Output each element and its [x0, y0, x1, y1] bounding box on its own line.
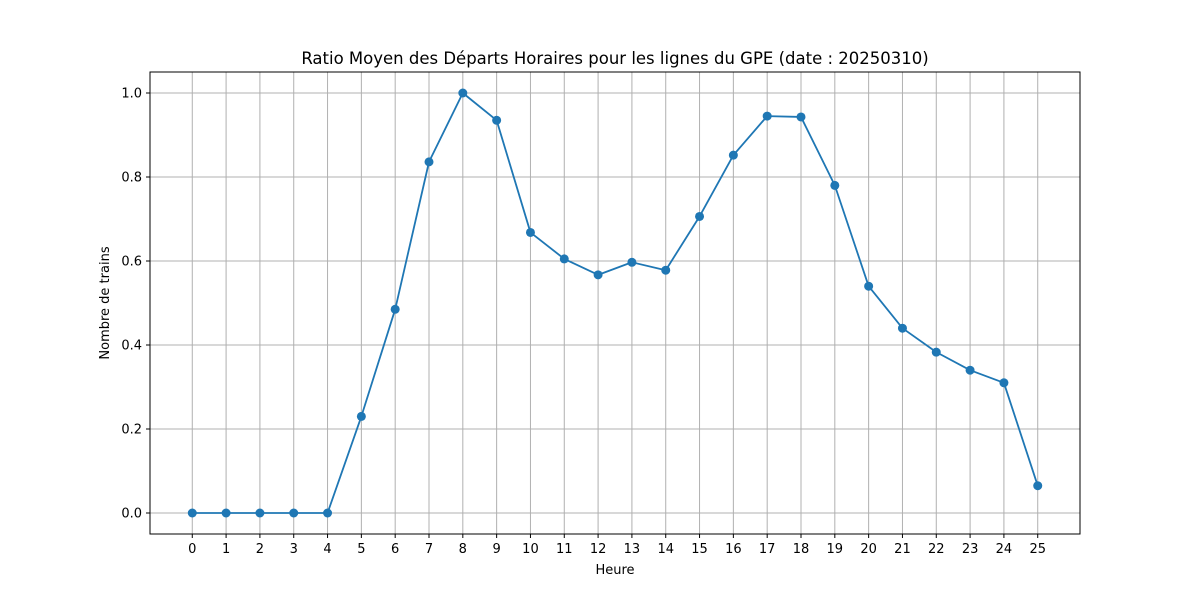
data-point [931, 347, 941, 357]
x-tick-label: 17 [759, 542, 776, 557]
x-tick-label: 7 [425, 542, 433, 557]
data-point [897, 323, 907, 333]
data-point [661, 265, 671, 275]
data-point [390, 304, 400, 314]
data-point [1033, 481, 1043, 491]
data-point [796, 112, 806, 122]
y-tick-label: 0.8 [121, 171, 142, 186]
data-point [255, 508, 265, 518]
x-tick-label: 1 [222, 542, 230, 557]
x-tick-label: 4 [323, 542, 331, 557]
x-tick-label: 16 [725, 542, 742, 557]
data-point [695, 211, 705, 221]
x-tick-label: 0 [188, 542, 196, 557]
data-point [864, 281, 874, 291]
y-tick-label: 0.0 [121, 507, 142, 522]
series-line [192, 92, 1039, 514]
x-tick-label: 11 [556, 542, 573, 557]
data-point [221, 508, 231, 518]
x-tick-label: 14 [657, 542, 674, 557]
data-point [965, 365, 975, 375]
x-tick-label: 12 [590, 542, 607, 557]
x-tick-label: 2 [256, 542, 264, 557]
x-axis-ticks: 0 1 2 3 4 5 6 7 8 9 10 11 12 13 14 15 16 17 18 19 20 21 22 23 24… [188, 534, 1046, 557]
data-point [458, 88, 468, 98]
y-axis-ticks: 0.0 0.2 0.4 0.6 0.8 1.0 [121, 87, 150, 522]
y-tick-label: 0.6 [121, 255, 142, 270]
data-point [492, 115, 502, 125]
data-point [424, 157, 434, 167]
x-tick-label: 19 [827, 542, 844, 557]
y-tick-label: 0.2 [121, 423, 142, 438]
data-point [762, 111, 772, 121]
y-tick-label: 0.4 [121, 339, 142, 354]
plot-frame [149, 71, 1081, 535]
x-tick-label: 8 [459, 542, 467, 557]
data-point [323, 508, 333, 518]
x-tick-label: 15 [691, 542, 708, 557]
data-point [627, 257, 637, 267]
x-tick-label: 20 [860, 542, 877, 557]
data-point [525, 227, 535, 237]
x-tick-label: 5 [357, 542, 365, 557]
x-tick-label: 18 [793, 542, 810, 557]
x-tick-label: 21 [894, 542, 911, 557]
chart-title: Ratio Moyen des Départs Horaires pour le… [301, 49, 928, 68]
x-tick-label: 10 [522, 542, 539, 557]
data-point [593, 270, 603, 280]
x-tick-label: 24 [996, 542, 1013, 557]
data-point [999, 378, 1009, 388]
data-point [356, 411, 366, 421]
series-group [187, 88, 1043, 518]
data-point [187, 508, 197, 518]
y-axis-label: Nombre de trains [98, 246, 113, 359]
x-tick-label: 9 [492, 542, 500, 557]
data-point [728, 150, 738, 160]
x-tick-label: 22 [928, 542, 945, 557]
x-tick-label: 25 [1029, 542, 1046, 557]
data-point [559, 254, 569, 264]
x-tick-label: 3 [290, 542, 298, 557]
data-point [830, 180, 840, 190]
x-tick-label: 13 [624, 542, 641, 557]
y-tick-label: 1.0 [121, 87, 142, 102]
x-tick-label: 23 [962, 542, 979, 557]
x-tick-label: 6 [391, 542, 399, 557]
data-point [289, 508, 299, 518]
x-axis-label: Heure [595, 563, 634, 578]
